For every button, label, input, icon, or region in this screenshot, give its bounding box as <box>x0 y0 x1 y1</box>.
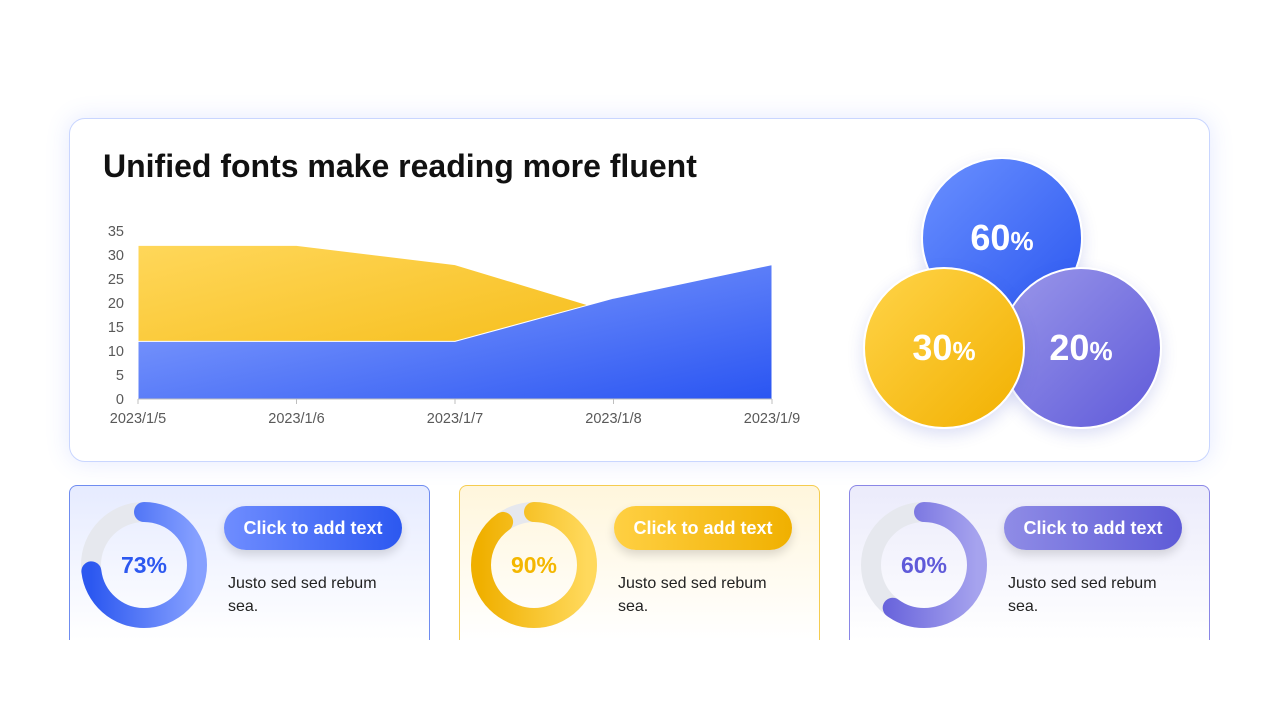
progress-arc <box>81 502 207 628</box>
y-tick-label: 35 <box>108 224 124 240</box>
stat-card-blue: 73% Click to add text Justo sed sed rebu… <box>69 485 430 640</box>
stat-card-purple: 60% Click to add text Justo sed sed rebu… <box>849 485 1210 640</box>
progress-arc <box>471 502 597 628</box>
y-tick-label: 0 <box>116 392 124 408</box>
x-tick-label: 2023/1/5 <box>110 411 166 427</box>
bubble-unit: % <box>1089 335 1113 366</box>
area-chart: 2023/1/5 2023/1/6 2023/1/7 2023/1/8 2023/1/9… <box>108 224 800 427</box>
bubble-unit: % <box>1010 225 1034 256</box>
stat-card-yellow: 90% Click to add text Justo sed sed rebu… <box>459 485 820 640</box>
bubble-unit: % <box>952 335 976 366</box>
progress-ring <box>861 502 987 628</box>
card-description: Justo sed sed rebum sea. <box>228 575 377 615</box>
bubble-value: 20 <box>1049 327 1090 368</box>
progress-ring <box>81 502 207 628</box>
y-tick-label: 15 <box>108 320 124 336</box>
series-layer <box>137 244 773 400</box>
bubble-value: 30 <box>912 327 953 368</box>
bubble-value: 60 <box>970 217 1011 258</box>
progress-percent: 60% <box>900 551 948 578</box>
axis-layer: 2023/1/5 2023/1/6 2023/1/7 2023/1/8 2023/1/9… <box>108 224 800 427</box>
progress-ring <box>471 502 597 628</box>
add-text-button[interactable]: Click to add text <box>614 506 792 550</box>
x-tick-label: 2023/1/8 <box>585 411 641 427</box>
progress-percent: 73% <box>120 551 168 578</box>
y-tick-label: 30 <box>108 248 124 264</box>
x-tick-label: 2023/1/7 <box>427 411 483 427</box>
card-description: Justo sed sed rebum sea. <box>1008 575 1157 615</box>
add-text-button[interactable]: Click to add text <box>224 506 402 550</box>
y-tick-label: 10 <box>108 344 124 360</box>
progress-percent: 90% <box>510 551 558 578</box>
progress-arc <box>861 502 987 628</box>
y-tick-label: 25 <box>108 272 124 288</box>
card-description: Justo sed sed rebum sea. <box>618 575 767 615</box>
page-title: Unified fonts make reading more fluent <box>103 148 697 184</box>
x-tick-label: 2023/1/6 <box>268 411 324 427</box>
add-text-button[interactable]: Click to add text <box>1004 506 1182 550</box>
y-tick-label: 5 <box>116 368 124 384</box>
x-tick-label: 2023/1/9 <box>744 411 800 427</box>
y-tick-label: 20 <box>108 296 124 312</box>
series-area-blue <box>137 263 773 400</box>
bubble-30: 30% <box>863 267 1025 429</box>
